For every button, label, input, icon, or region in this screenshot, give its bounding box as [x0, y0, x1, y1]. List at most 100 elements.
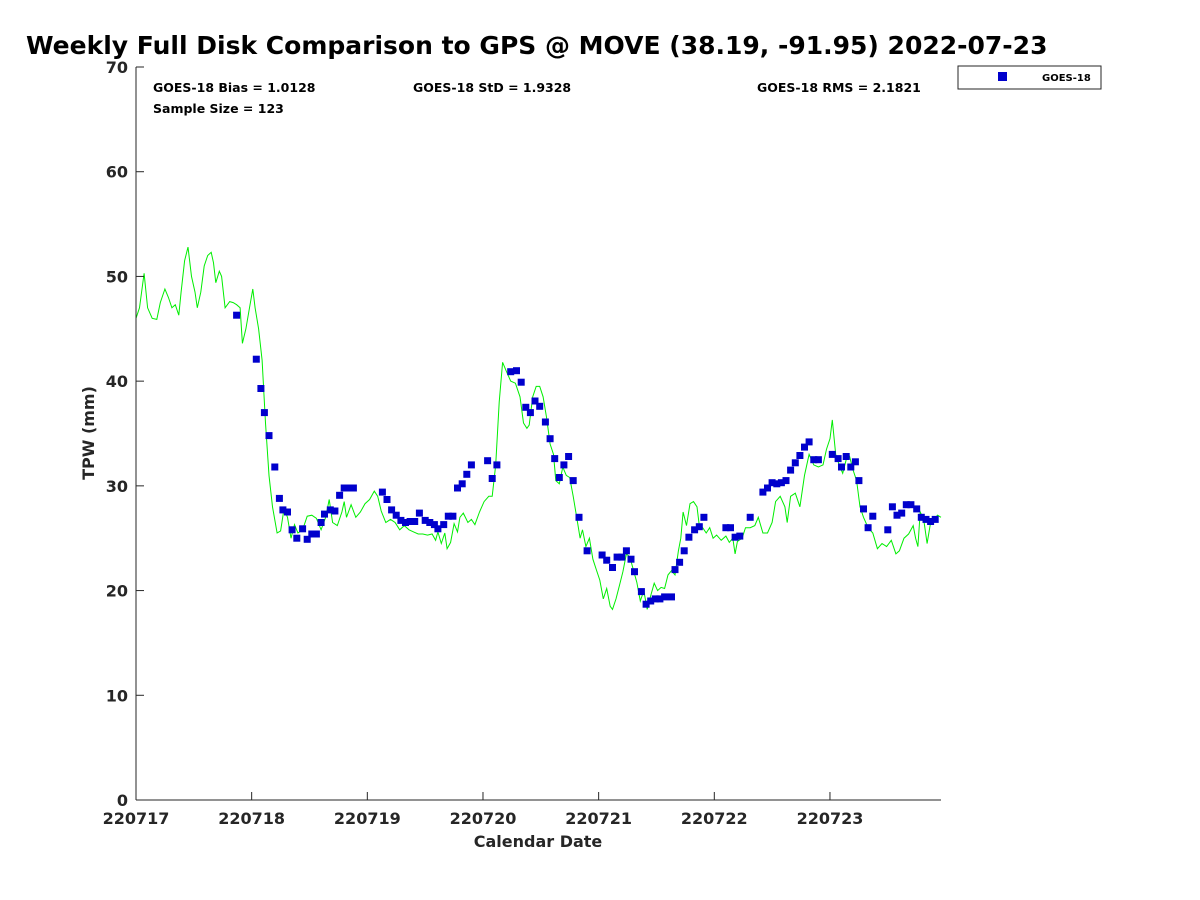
goes-18-point: [388, 506, 396, 514]
axes: 0 10 20 30 40 50 60 70 220717 220718 220719 220720 2…: [103, 58, 941, 828]
goes-18-point: [252, 355, 260, 363]
goes-18-point: [454, 484, 461, 492]
x-tick-label: 220718: [218, 809, 285, 828]
goes-18-point: [526, 409, 534, 417]
y-tick-label: 70: [106, 58, 128, 77]
goes-18-point: [383, 496, 391, 503]
x-tick-label: 220719: [334, 809, 401, 828]
goes-18-point: [676, 558, 684, 566]
goes-18-point: [257, 385, 265, 392]
goes-18-point: [759, 488, 767, 496]
goes-18-point: [764, 484, 771, 492]
x-axis-label: Calendar Date: [474, 832, 603, 851]
bias-stat: GOES-18 Bias = 1.0128: [153, 80, 315, 95]
goes-18-point: [555, 474, 563, 481]
goes-18-point: [488, 475, 496, 482]
goes-18-point: [860, 505, 867, 513]
goes-18-point: [791, 459, 799, 467]
goes-18-point: [746, 513, 754, 521]
goes-18-point: [727, 524, 734, 532]
goes-18-point: [513, 367, 520, 375]
goes-18-point: [531, 397, 539, 405]
goes-18-point: [893, 511, 901, 519]
goes-18-point: [828, 450, 836, 458]
goes-18-point: [647, 597, 655, 605]
goes-18-point: [493, 461, 501, 469]
goes-18-point: [317, 519, 325, 526]
goes-18-point: [680, 547, 688, 555]
goes-18-point: [603, 556, 611, 564]
goes-18-point: [551, 455, 559, 463]
goes-18-point: [651, 595, 659, 603]
x-tick-label: 220722: [681, 809, 748, 828]
y-tick-label: 0: [117, 791, 128, 810]
y-tick-label: 60: [106, 163, 128, 182]
goes-18-point: [336, 491, 344, 499]
goes-18-point: [397, 516, 405, 524]
goes-18-point: [569, 477, 577, 485]
goes-18-point: [308, 530, 316, 538]
gps-series: [135, 246, 942, 611]
goes-18-point: [522, 403, 530, 411]
goes-18-point: [421, 516, 429, 524]
goes-18-point: [631, 568, 638, 576]
y-tick-label: 10: [106, 686, 128, 705]
goes-18-point: [284, 508, 291, 516]
y-tick-label: 20: [106, 582, 128, 601]
goes-18-point: [907, 501, 915, 509]
goes-18-point: [782, 477, 790, 485]
legend-entry-goes-18: GOES-18: [1042, 73, 1091, 84]
goes-18-point: [685, 533, 693, 541]
goes-18-point: [884, 526, 892, 534]
goes-18-point: [546, 435, 554, 443]
goes-18-point: [463, 470, 471, 478]
legend: GOES-18: [957, 65, 1102, 90]
goes-18-point: [902, 501, 910, 509]
goes-18-point: [293, 534, 301, 542]
goes-18-point: [467, 461, 475, 469]
sample-size-stat: Sample Size = 123: [153, 101, 284, 116]
goes-18-point: [898, 509, 906, 517]
goes-18-point: [864, 524, 872, 532]
goes-18-point: [583, 547, 591, 555]
goes-18-point: [869, 512, 877, 520]
goes-18-point: [288, 526, 296, 534]
goes-18-point: [927, 518, 935, 525]
goes-18-point: [303, 535, 311, 543]
legend-box: [957, 65, 1102, 90]
y-tick-label: 40: [106, 372, 128, 391]
goes-18-point: [731, 533, 739, 541]
goes-18-point: [801, 443, 808, 451]
goes-18-point: [517, 378, 525, 386]
x-tick-label: 220720: [450, 809, 517, 828]
x-tick-label: 220721: [565, 809, 632, 828]
y-tick-label: 50: [106, 267, 128, 286]
goes-18-point: [349, 484, 357, 492]
x-tick-label: 220717: [103, 809, 170, 828]
goes-18-point: [345, 484, 353, 492]
goes-18-point: [931, 515, 939, 523]
goes-18-point: [695, 523, 703, 531]
goes-18-point: [458, 480, 466, 488]
goes-18-point: [392, 511, 400, 519]
goes-18-point: [613, 553, 621, 561]
goes-18-point: [560, 461, 568, 469]
goes-18-point: [838, 463, 845, 471]
goes-18-point: [627, 555, 635, 563]
goes-18-point: [671, 566, 679, 574]
goes-18-series: [233, 311, 939, 608]
goes-18-point: [434, 525, 442, 533]
goes-18-point: [691, 526, 699, 534]
goes-18-point: [922, 515, 930, 523]
goes-18-point: [484, 457, 492, 465]
goes-18-point: [768, 479, 776, 487]
goes-18-point: [609, 564, 616, 571]
goes-18-point: [642, 600, 650, 608]
goes-18-point: [260, 409, 268, 417]
goes-18-point: [668, 593, 675, 601]
goes-18-point: [321, 510, 328, 518]
goes-18-point: [331, 507, 339, 515]
goes-18-point: [426, 519, 434, 526]
goes-18-point: [415, 509, 423, 517]
